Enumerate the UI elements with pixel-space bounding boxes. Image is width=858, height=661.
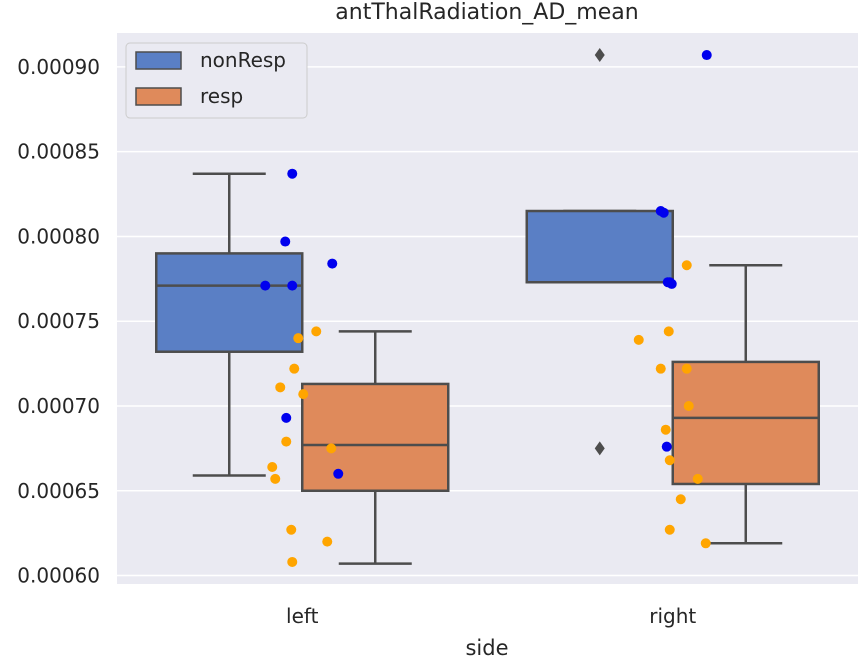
y-tick-label: 0.00080	[17, 224, 100, 248]
data-point-resp	[281, 436, 292, 447]
data-point-resp	[298, 389, 309, 400]
data-point-resp	[663, 326, 674, 337]
data-point-resp	[311, 326, 322, 337]
data-point-resp	[293, 333, 304, 344]
legend-swatch-resp	[135, 87, 182, 106]
chart-title: antThalRadiation_AD_mean	[335, 0, 638, 25]
data-point-resp	[675, 494, 686, 505]
boxes	[155, 48, 820, 565]
data-point-resp	[286, 524, 297, 535]
data-point-resp	[270, 473, 281, 484]
y-tick-label: 0.00065	[17, 479, 100, 503]
y-tick-label: 0.00090	[17, 55, 100, 79]
strip-points	[260, 50, 712, 567]
x-tick-label: right	[649, 604, 696, 628]
data-point-nonResp	[658, 207, 669, 218]
data-point-resp	[664, 455, 675, 466]
box-resp-left	[301, 330, 450, 565]
x-axis-ticks: left right	[286, 604, 696, 628]
data-point-nonResp	[287, 280, 298, 291]
data-point-resp	[275, 382, 286, 393]
outlier-marker	[594, 441, 605, 456]
data-point-resp	[681, 363, 692, 374]
data-point-nonResp	[661, 441, 672, 452]
data-point-nonResp	[281, 412, 292, 423]
data-point-resp	[681, 260, 692, 271]
y-tick-label: 0.00085	[17, 140, 100, 164]
data-point-nonResp	[666, 278, 677, 289]
legend: nonResp resp	[125, 42, 308, 119]
outlier-marker	[594, 48, 605, 63]
data-point-resp	[633, 334, 644, 345]
data-point-resp	[655, 363, 666, 374]
data-point-resp	[700, 538, 711, 549]
legend-label-resp: resp	[200, 84, 243, 108]
data-point-resp	[289, 363, 300, 374]
box-nonResp-left	[155, 172, 304, 477]
box-body	[525, 209, 674, 284]
data-point-resp	[692, 473, 703, 484]
data-point-resp	[660, 424, 671, 435]
data-point-resp	[683, 400, 694, 411]
box-resp-right	[671, 264, 820, 545]
box-body	[671, 360, 820, 486]
data-point-resp	[322, 536, 333, 547]
x-axis-title: side	[465, 636, 508, 660]
data-point-nonResp	[260, 280, 271, 291]
legend-label-nonResp: nonResp	[200, 48, 286, 72]
box-body	[301, 382, 450, 493]
legend-swatch-nonResp	[135, 51, 182, 70]
data-point-nonResp	[280, 236, 291, 247]
y-tick-label: 0.00060	[17, 564, 100, 588]
data-point-nonResp	[287, 168, 298, 179]
box-body	[155, 252, 304, 353]
y-tick-label: 0.00075	[17, 309, 100, 333]
data-point-resp	[664, 524, 675, 535]
data-point-nonResp	[701, 50, 712, 61]
data-point-resp	[326, 443, 337, 454]
y-tick-label: 0.00070	[17, 394, 100, 418]
x-tick-label: left	[286, 604, 319, 628]
data-point-resp	[287, 556, 298, 567]
data-point-nonResp	[327, 258, 338, 269]
y-axis-ticks: 0.00060 0.00065 0.00070 0.00075 0.00080 0.000…	[17, 55, 100, 588]
data-point-nonResp	[333, 468, 344, 479]
box-nonResp-right	[525, 48, 674, 456]
data-point-resp	[267, 462, 278, 473]
